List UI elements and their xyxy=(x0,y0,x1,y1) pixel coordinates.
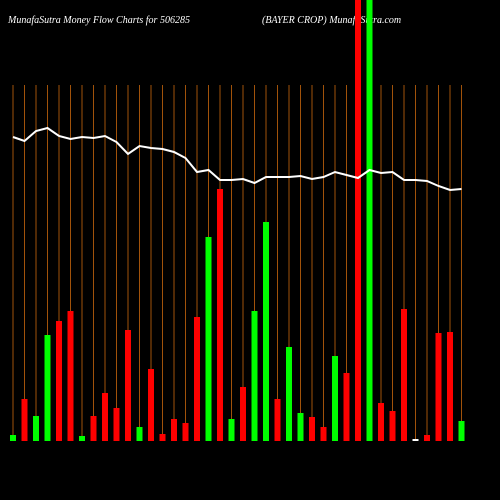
bar xyxy=(263,222,269,441)
bar xyxy=(194,317,200,441)
bar xyxy=(343,373,350,441)
bar xyxy=(44,335,51,441)
bar xyxy=(447,332,453,441)
bar xyxy=(378,403,384,441)
bar xyxy=(412,439,419,441)
bar xyxy=(320,427,327,441)
bar xyxy=(274,399,281,441)
bar xyxy=(240,387,246,441)
bar xyxy=(297,413,304,441)
bar xyxy=(171,419,177,441)
bar xyxy=(355,0,361,441)
bar xyxy=(309,417,315,441)
bar xyxy=(424,435,430,441)
bar xyxy=(332,356,338,441)
chart-subtitle: (BAYER CROP) MunafaSutra.com xyxy=(262,15,401,26)
bar xyxy=(435,333,442,441)
price-line xyxy=(12,126,462,192)
bar xyxy=(401,309,407,441)
bar xyxy=(251,311,258,441)
bar xyxy=(102,393,108,441)
bar xyxy=(67,311,74,441)
bar xyxy=(148,369,154,441)
bar xyxy=(228,419,235,441)
bar xyxy=(159,434,166,441)
bar xyxy=(113,408,120,441)
bar xyxy=(79,436,85,441)
bar xyxy=(125,330,131,441)
bar xyxy=(33,416,39,441)
bar xyxy=(217,189,223,441)
bar xyxy=(90,416,97,441)
bar xyxy=(205,237,212,441)
bar xyxy=(389,411,396,441)
bar xyxy=(136,427,143,441)
bar xyxy=(366,0,373,441)
bar xyxy=(21,399,28,441)
bar xyxy=(56,321,62,441)
bar xyxy=(286,347,292,441)
bar xyxy=(458,421,465,441)
bar xyxy=(10,435,16,441)
chart-title: MunafaSutra Money Flow Charts for 506285 xyxy=(7,15,190,26)
bar xyxy=(182,423,189,441)
